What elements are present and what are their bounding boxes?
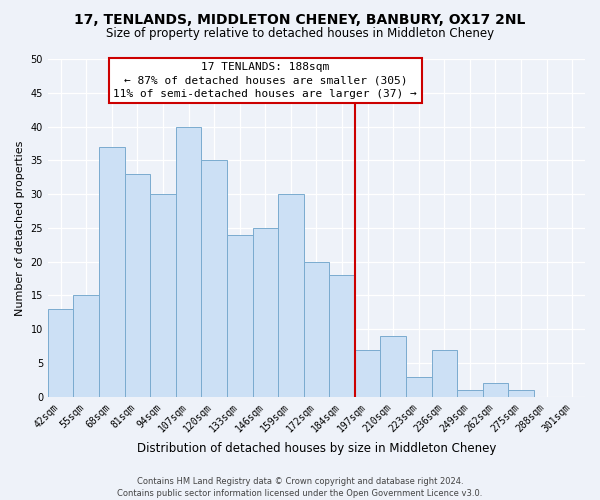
Bar bbox=[202, 160, 227, 397]
Bar bbox=[508, 390, 534, 397]
Bar bbox=[99, 147, 125, 397]
Bar bbox=[457, 390, 482, 397]
X-axis label: Distribution of detached houses by size in Middleton Cheney: Distribution of detached houses by size … bbox=[137, 442, 496, 455]
Text: Contains HM Land Registry data © Crown copyright and database right 2024.
Contai: Contains HM Land Registry data © Crown c… bbox=[118, 476, 482, 498]
Bar bbox=[176, 126, 202, 397]
Bar bbox=[329, 275, 355, 397]
Bar bbox=[48, 309, 73, 397]
Bar bbox=[253, 228, 278, 397]
Bar bbox=[150, 194, 176, 397]
Y-axis label: Number of detached properties: Number of detached properties bbox=[15, 140, 25, 316]
Text: Size of property relative to detached houses in Middleton Cheney: Size of property relative to detached ho… bbox=[106, 28, 494, 40]
Bar bbox=[304, 262, 329, 397]
Bar bbox=[380, 336, 406, 397]
Bar bbox=[73, 296, 99, 397]
Bar bbox=[355, 350, 380, 397]
Text: 17, TENLANDS, MIDDLETON CHENEY, BANBURY, OX17 2NL: 17, TENLANDS, MIDDLETON CHENEY, BANBURY,… bbox=[74, 12, 526, 26]
Bar bbox=[125, 174, 150, 397]
Bar bbox=[227, 234, 253, 397]
Bar bbox=[431, 350, 457, 397]
Text: 17 TENLANDS: 188sqm
← 87% of detached houses are smaller (305)
11% of semi-detac: 17 TENLANDS: 188sqm ← 87% of detached ho… bbox=[113, 62, 417, 99]
Bar bbox=[406, 376, 431, 397]
Bar bbox=[278, 194, 304, 397]
Bar bbox=[482, 384, 508, 397]
